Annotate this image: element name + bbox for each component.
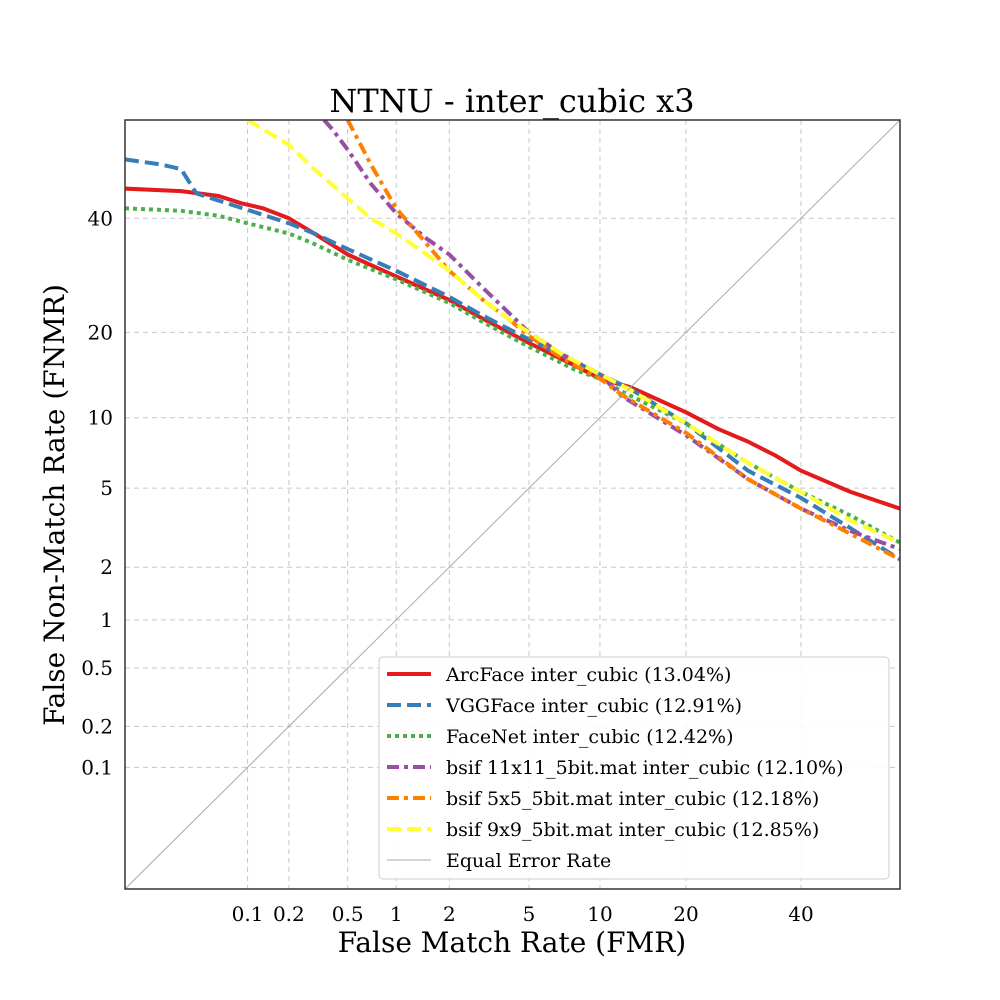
legend: ArcFace inter_cubic (13.04%) VGGFace inte… — [378, 656, 890, 880]
x-tick-label: 0.1 — [232, 902, 264, 926]
y-tick-label: 20 — [88, 320, 113, 344]
series-line — [125, 120, 900, 889]
x-tick-label: 40 — [788, 902, 813, 926]
y-tick-label: 10 — [88, 406, 113, 430]
y-tick-label: 5 — [100, 476, 113, 500]
x-tick-label: 5 — [523, 902, 536, 926]
x-tick-label: 20 — [673, 902, 698, 926]
y-tick-label: 1 — [100, 608, 113, 632]
legend-entry: bsif 11x11_5bit.mat inter_cubic (12.10%) — [446, 757, 844, 779]
y-tick-labels: 0.1 0.2 0.5 1 2 5 10 20 40 — [81, 206, 113, 779]
series-line — [345, 120, 900, 562]
legend-entry: ArcFace inter_cubic (13.04%) — [445, 664, 731, 686]
chart-title: NTNU - inter_cubic x3 — [329, 82, 694, 120]
legend-entry: bsif 9x9_5bit.mat inter_cubic (12.85%) — [446, 819, 819, 841]
series-line — [125, 186, 900, 511]
y-tick-label: 0.2 — [81, 714, 113, 738]
x-tick-label: 10 — [587, 902, 612, 926]
legend-entry: FaceNet inter_cubic (12.42%) — [446, 726, 734, 748]
y-tick-label: 2 — [100, 555, 113, 579]
plot-frame — [124, 119, 901, 890]
legend-entry: Equal Error Rate — [446, 850, 611, 872]
legend-entry: bsif 5x5_5bit.mat inter_cubic (12.18%) — [446, 788, 819, 810]
y-tick-label: 0.1 — [81, 755, 113, 779]
x-axis-label: False Match Rate (FMR) — [338, 926, 686, 959]
x-tick-label: 2 — [443, 902, 456, 926]
y-tick-label: 40 — [88, 206, 113, 230]
series-line — [246, 120, 900, 545]
x-tick-label: 0.2 — [273, 902, 305, 926]
x-tick-labels: 0.1 0.2 0.5 1 2 5 10 20 40 — [232, 902, 814, 926]
legend-entry: VGGFace inter_cubic (12.91%) — [445, 695, 742, 717]
x-tick-label: 1 — [390, 902, 403, 926]
y-axis-label: False Non-Match Rate (FNMR) — [38, 284, 71, 726]
series-line — [125, 157, 900, 562]
series-line — [322, 120, 900, 551]
x-tick-label: 0.5 — [332, 902, 364, 926]
legend-box — [378, 656, 890, 880]
y-tick-label: 0.5 — [81, 656, 113, 680]
series-layer — [125, 120, 900, 889]
